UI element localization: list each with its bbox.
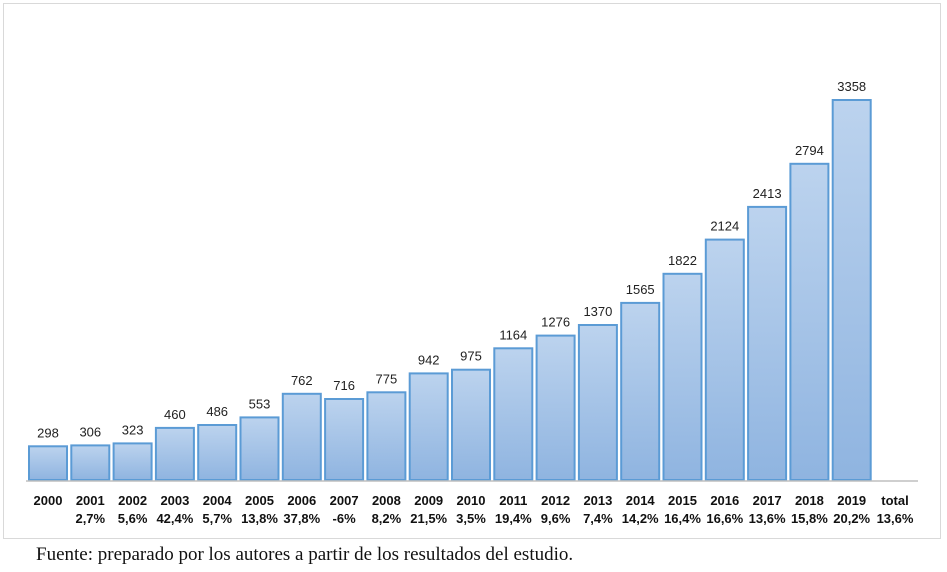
category-label-2009: 2009 bbox=[414, 493, 443, 508]
bar-2011 bbox=[493, 347, 534, 481]
category-label-2017: 2017 bbox=[753, 493, 782, 508]
bar-2009 bbox=[408, 372, 449, 481]
growth-label-2010: 3,5% bbox=[456, 511, 486, 526]
value-label-2001: 306 bbox=[79, 424, 101, 439]
bar-2008 bbox=[366, 391, 407, 481]
value-label-2017: 2413 bbox=[753, 186, 782, 201]
growth-label-2017: 13,6% bbox=[749, 511, 786, 526]
value-label-2002: 323 bbox=[122, 422, 144, 437]
bar-2013 bbox=[577, 324, 618, 481]
bar-2003 bbox=[154, 426, 195, 481]
category-label-2007: 2007 bbox=[330, 493, 359, 508]
total-growth-label: 13,6% bbox=[877, 511, 914, 526]
category-label-2006: 2006 bbox=[287, 493, 316, 508]
growth-label-2009: 21,5% bbox=[410, 511, 447, 526]
growth-label-2019: 20,2% bbox=[833, 511, 870, 526]
bar-2012 bbox=[535, 334, 576, 481]
bar-2007 bbox=[324, 398, 365, 481]
bar-2005 bbox=[239, 416, 280, 481]
value-label-2011: 1164 bbox=[499, 327, 527, 342]
category-label-2008: 2008 bbox=[372, 493, 401, 508]
bar-2019 bbox=[831, 99, 872, 481]
bar-2015 bbox=[662, 272, 703, 481]
category-label-2018: 2018 bbox=[795, 493, 824, 508]
growth-label-2014: 14,2% bbox=[622, 511, 659, 526]
category-label-2004: 2004 bbox=[203, 493, 233, 508]
growth-label-2016: 16,6% bbox=[706, 511, 743, 526]
total-label: total bbox=[881, 493, 908, 508]
growth-label-2012: 9,6% bbox=[541, 511, 571, 526]
value-label-2005: 553 bbox=[249, 396, 271, 411]
chart-frame: 298 306 323 460 486 553 762 716 775 942 975 1164 127… bbox=[3, 3, 941, 539]
growth-label-2007: -6% bbox=[333, 511, 357, 526]
category-label-2014: 2014 bbox=[626, 493, 656, 508]
value-label-2000: 298 bbox=[37, 425, 59, 440]
growth-label-2005: 13,8% bbox=[241, 511, 278, 526]
value-label-2006: 762 bbox=[291, 373, 313, 388]
growth-label-2002: 5,6% bbox=[118, 511, 148, 526]
growth-label-2018: 15,8% bbox=[791, 511, 828, 526]
bar-2002 bbox=[112, 442, 153, 481]
category-label-2000: 2000 bbox=[34, 493, 63, 508]
bar-chart: 298 306 323 460 486 553 762 716 775 942 975 1164 127… bbox=[26, 79, 918, 526]
value-label-2014: 1565 bbox=[626, 282, 655, 297]
value-label-2016: 2124 bbox=[710, 219, 739, 234]
growth-label-2013: 7,4% bbox=[583, 511, 613, 526]
value-label-2009: 942 bbox=[418, 352, 440, 367]
growth-label-2001: 2,7% bbox=[75, 511, 105, 526]
value-labels-group: 298 306 323 460 486 553 762 716 775 942 975 1164 127… bbox=[37, 79, 866, 440]
category-label-2019: 2019 bbox=[837, 493, 866, 508]
value-label-2010: 975 bbox=[460, 349, 482, 364]
bar-2004 bbox=[197, 424, 238, 481]
growth-label-2006: 37,8% bbox=[283, 511, 320, 526]
value-label-2008: 775 bbox=[376, 371, 398, 386]
value-label-2018: 2794 bbox=[795, 143, 824, 158]
value-label-2013: 1370 bbox=[583, 304, 612, 319]
bar-2017 bbox=[747, 205, 788, 481]
bar-2018 bbox=[789, 162, 830, 482]
bar-2014 bbox=[620, 301, 661, 481]
category-label-2010: 2010 bbox=[457, 493, 486, 508]
category-label-2011: 2011 bbox=[499, 493, 527, 508]
category-label-2001: 2001 bbox=[76, 493, 105, 508]
source-caption: Fuente: preparado por los autores a part… bbox=[36, 544, 574, 565]
category-label-2003: 2003 bbox=[160, 493, 189, 508]
value-label-2004: 486 bbox=[206, 404, 228, 419]
category-label-2015: 2015 bbox=[668, 493, 697, 508]
growth-label-2015: 16,4% bbox=[664, 511, 701, 526]
bar-2016 bbox=[704, 238, 745, 481]
growth-labels-group: 2,7% 5,6% 42,4% 5,7% 13,8% 37,8% -6% 8,2% 21,5% 3… bbox=[75, 511, 870, 526]
bars-group bbox=[28, 99, 872, 482]
bar-2010 bbox=[451, 368, 491, 482]
value-label-2007: 716 bbox=[333, 378, 355, 393]
category-label-2012: 2012 bbox=[541, 493, 570, 508]
category-label-2005: 2005 bbox=[245, 493, 274, 508]
value-label-2019: 3358 bbox=[837, 79, 866, 94]
growth-label-2003: 42,4% bbox=[156, 511, 193, 526]
growth-label-2004: 5,7% bbox=[202, 511, 232, 526]
bar-2006 bbox=[281, 392, 322, 481]
growth-label-2008: 8,2% bbox=[372, 511, 402, 526]
bar-2000 bbox=[28, 445, 68, 481]
category-label-2016: 2016 bbox=[710, 493, 739, 508]
value-label-2012: 1276 bbox=[541, 315, 570, 330]
bar-2001 bbox=[70, 444, 111, 481]
category-label-2013: 2013 bbox=[583, 493, 612, 508]
value-label-2003: 460 bbox=[164, 407, 186, 422]
growth-label-2011: 19,4% bbox=[495, 511, 532, 526]
category-label-2002: 2002 bbox=[118, 493, 147, 508]
value-label-2015: 1822 bbox=[668, 253, 697, 268]
category-labels-group: 2000 2001 2002 2003 2004 2005 2006 2007 2008 2009… bbox=[34, 493, 867, 508]
